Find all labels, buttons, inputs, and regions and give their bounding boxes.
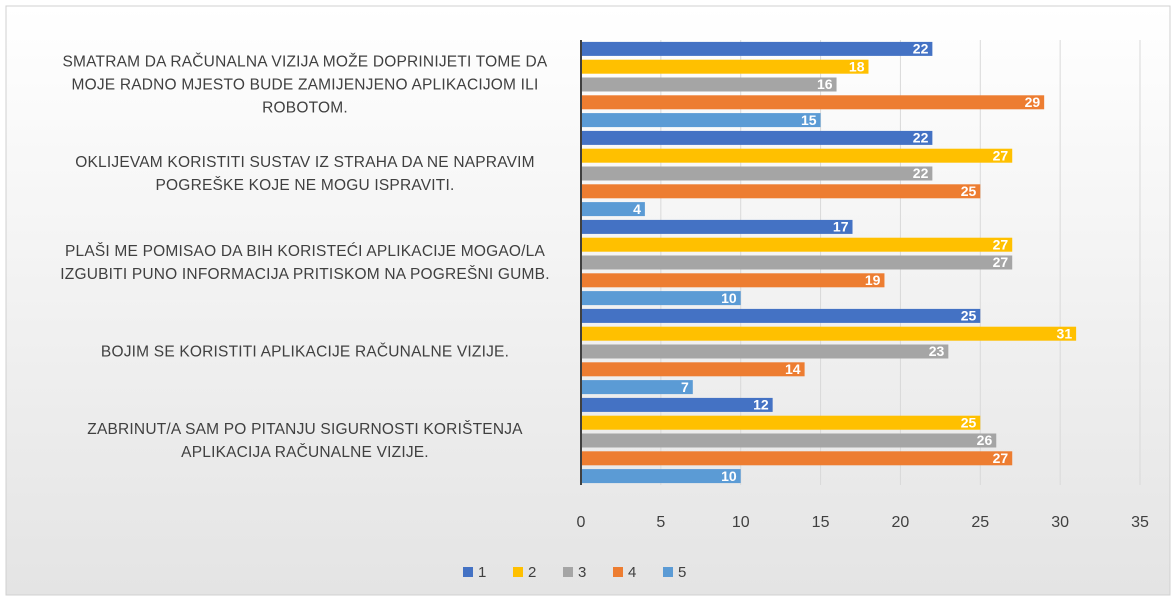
data-label: 4 xyxy=(633,201,641,217)
bar xyxy=(581,397,773,412)
x-tick-label: 0 xyxy=(577,514,586,531)
data-label: 18 xyxy=(849,58,865,74)
data-label: 25 xyxy=(961,308,977,324)
category-label: BOJIM SE KORISTITI APLIKACIJE RAČUNALNE … xyxy=(100,343,510,360)
bar xyxy=(581,380,693,395)
data-label: 15 xyxy=(801,112,817,128)
data-label: 22 xyxy=(913,165,929,181)
bar xyxy=(581,41,933,56)
category-label: OKLIJEVAM KORISTITI SUSTAV IZ STRAHA DA … xyxy=(75,153,535,194)
data-label: 7 xyxy=(681,379,689,395)
legend-label: 5 xyxy=(678,564,686,581)
legend-swatch xyxy=(513,567,523,577)
bar xyxy=(581,415,981,430)
data-label: 17 xyxy=(833,219,849,235)
legend-label: 1 xyxy=(478,564,486,581)
bar xyxy=(581,237,1013,252)
bar xyxy=(581,130,933,145)
data-label: 14 xyxy=(785,361,801,377)
data-label: 29 xyxy=(1025,94,1041,110)
bar xyxy=(581,219,853,234)
bar xyxy=(581,202,645,217)
bar xyxy=(581,95,1045,110)
data-label: 27 xyxy=(993,450,1009,466)
data-label: 25 xyxy=(961,183,977,199)
bar xyxy=(581,273,885,288)
x-tick-label: 10 xyxy=(732,514,750,531)
bar xyxy=(581,308,981,323)
bar xyxy=(581,113,821,128)
data-label: 27 xyxy=(993,236,1009,252)
data-label: 31 xyxy=(1057,325,1073,341)
legend-label: 2 xyxy=(528,564,536,581)
bar xyxy=(581,362,805,377)
bar xyxy=(581,148,1013,163)
data-label: 27 xyxy=(993,254,1009,270)
bar xyxy=(581,291,741,306)
data-label: 26 xyxy=(977,432,993,448)
bar xyxy=(581,469,741,484)
x-tick-label: 30 xyxy=(1051,514,1069,531)
legend-swatch xyxy=(463,567,473,577)
category-label: SMATRAM DA RAČUNALNA VIZIJA MOŽE DOPRINI… xyxy=(62,53,548,116)
bar xyxy=(581,184,981,199)
data-label: 12 xyxy=(753,397,769,413)
x-tick-label: 5 xyxy=(656,514,665,531)
legend-swatch xyxy=(563,567,573,577)
bar xyxy=(581,255,1013,270)
legend-label: 4 xyxy=(628,564,636,581)
bar xyxy=(581,59,869,74)
bar xyxy=(581,77,837,92)
bar xyxy=(581,326,1077,341)
legend-swatch xyxy=(663,567,673,577)
data-label: 10 xyxy=(721,468,737,484)
category-label: PLAŠI ME POMISAO DA BIH KORISTEĆI APLIKA… xyxy=(60,242,550,283)
bar xyxy=(581,166,933,181)
bar xyxy=(581,433,997,448)
data-label: 19 xyxy=(865,272,881,288)
data-label: 16 xyxy=(817,76,833,92)
legend-swatch xyxy=(613,567,623,577)
data-label: 27 xyxy=(993,147,1009,163)
data-label: 22 xyxy=(913,41,929,57)
x-tick-label: 15 xyxy=(812,514,830,531)
legend-label: 3 xyxy=(578,564,586,581)
bar xyxy=(581,451,1013,466)
data-label: 25 xyxy=(961,414,977,430)
x-tick-label: 35 xyxy=(1131,514,1149,531)
data-label: 10 xyxy=(721,290,737,306)
bar xyxy=(581,344,949,359)
data-label: 22 xyxy=(913,130,929,146)
x-tick-label: 20 xyxy=(892,514,910,531)
data-label: 23 xyxy=(929,343,945,359)
category-label: ZABRINUT/A SAM PO PITANJU SIGURNOSTI KOR… xyxy=(87,420,523,461)
x-tick-label: 25 xyxy=(971,514,989,531)
